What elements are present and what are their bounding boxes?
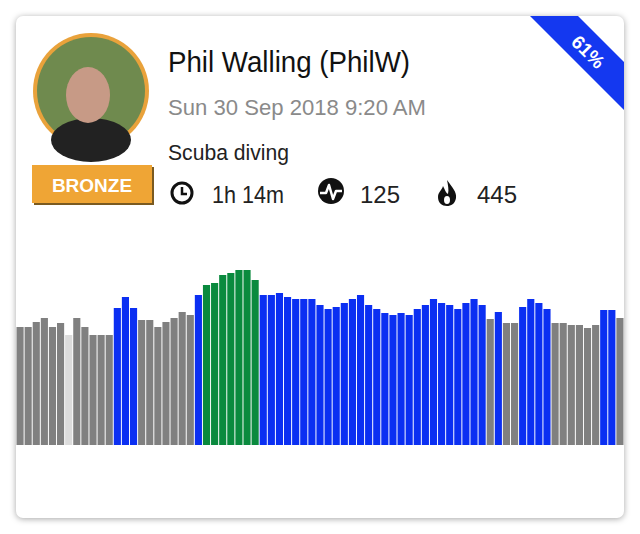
svg-text:BRONZE: BRONZE [52,175,132,196]
svg-text:1h 14m: 1h 14m [212,181,284,208]
svg-text:445: 445 [477,181,517,208]
svg-text:61%: 61% [567,31,609,73]
svg-text:Sun 30 Sep 2018 9:20 AM: Sun 30 Sep 2018 9:20 AM [168,95,426,120]
svg-text:Scuba diving: Scuba diving [168,140,289,165]
svg-text:125: 125 [360,181,400,208]
svg-text:Phil Walling (PhilW): Phil Walling (PhilW) [168,46,410,78]
